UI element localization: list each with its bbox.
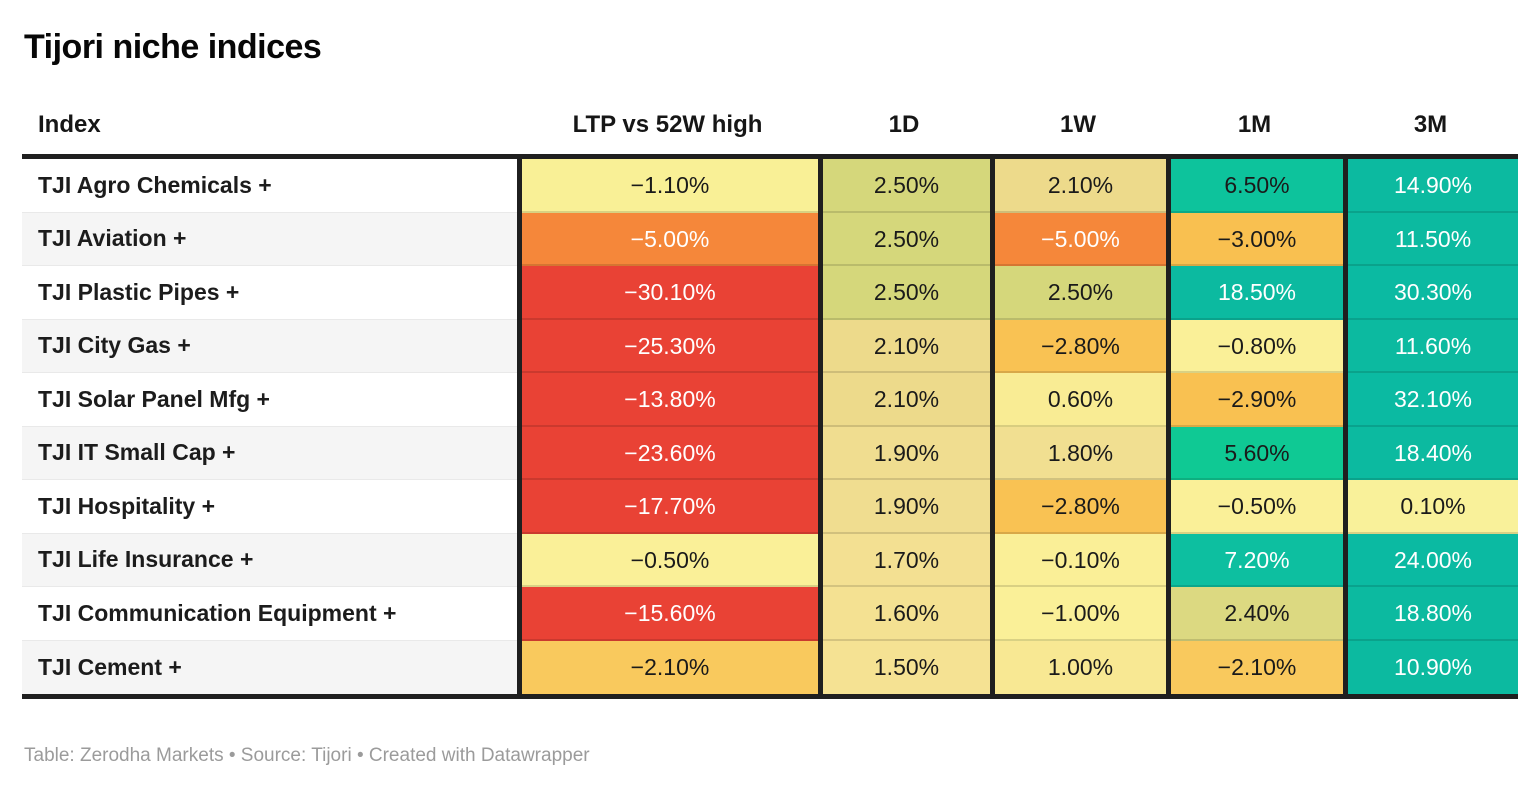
value-cell-3m: 14.90% (1343, 159, 1518, 213)
value-cell-3m: 18.40% (1343, 426, 1518, 480)
value-cell-1w: 0.60% (990, 373, 1166, 427)
value-cell-1m: 6.50% (1166, 159, 1343, 213)
column-header-1d: 1D (888, 111, 920, 138)
value-cell-1w: 1.00% (990, 640, 1166, 694)
value-cell-1m: −2.90% (1166, 373, 1343, 427)
value-cell-ltp: −13.80% (517, 373, 818, 427)
value-cell-1d: 1.50% (818, 640, 990, 694)
value-cell-1d: 2.10% (818, 319, 990, 373)
index-cell[interactable]: TJI Communication Equipment + (22, 587, 517, 641)
value-cell-3m: 30.30% (1343, 266, 1518, 320)
value-cell-ltp: −23.60% (517, 426, 818, 480)
attribution-footer: Table: Zerodha Markets • Source: Tijori … (24, 745, 590, 766)
index-cell[interactable]: TJI Aviation + (22, 212, 517, 266)
value-cell-1d: 2.50% (818, 212, 990, 266)
value-cell-3m: 11.60% (1343, 319, 1518, 373)
value-cell-1w: 2.10% (990, 159, 1166, 213)
datawrapper-table-page: Tijori niche indices Index LTP vs 52W hi… (22, 28, 1518, 766)
index-cell[interactable]: TJI Solar Panel Mfg + (22, 373, 517, 427)
value-cell-1m: −0.80% (1166, 319, 1343, 373)
value-cell-3m: 24.00% (1343, 533, 1518, 587)
value-cell-ltp: −25.30% (517, 319, 818, 373)
value-cell-1m: −2.10% (1166, 640, 1343, 694)
value-cell-3m: 0.10% (1343, 480, 1518, 534)
value-cell-ltp: −17.70% (517, 480, 818, 534)
index-cell[interactable]: TJI IT Small Cap + (22, 426, 517, 480)
value-cell-1m: 18.50% (1166, 266, 1343, 320)
value-cell-ltp: −2.10% (517, 640, 818, 694)
value-cell-1d: 2.10% (818, 373, 990, 427)
value-cell-ltp: −15.60% (517, 587, 818, 641)
value-cell-1m: 2.40% (1166, 587, 1343, 641)
value-cell-ltp: −5.00% (517, 212, 818, 266)
value-cell-1w: −2.80% (990, 480, 1166, 534)
value-cell-1d: 1.90% (818, 480, 990, 534)
table-header-row: Index LTP vs 52W high 1D 1W 1M 3M (22, 111, 1518, 154)
page-title: Tijori niche indices (24, 28, 322, 66)
column-header-3m: 3M (1413, 111, 1448, 138)
value-cell-1w: 2.50% (990, 266, 1166, 320)
value-cell-1m: 5.60% (1166, 426, 1343, 480)
value-cell-1w: −1.00% (990, 587, 1166, 641)
value-cell-1d: 1.90% (818, 426, 990, 480)
value-cell-3m: 32.10% (1343, 373, 1518, 427)
value-cell-1m: 7.20% (1166, 533, 1343, 587)
index-cell[interactable]: TJI Hospitality + (22, 480, 517, 534)
index-cell[interactable]: TJI City Gas + (22, 319, 517, 373)
value-cell-3m: 11.50% (1343, 212, 1518, 266)
column-header-ltp: LTP vs 52W high (572, 111, 763, 138)
index-cell[interactable]: TJI Plastic Pipes + (22, 266, 517, 320)
value-cell-1m: −0.50% (1166, 480, 1343, 534)
table-body: TJI Agro Chemicals + −1.10% 2.50% 2.10% … (22, 154, 1518, 699)
value-cell-1m: −3.00% (1166, 212, 1343, 266)
value-cell-1d: 2.50% (818, 159, 990, 213)
value-cell-ltp: −30.10% (517, 266, 818, 320)
column-header-1w: 1W (1060, 111, 1096, 138)
value-cell-1w: 1.80% (990, 426, 1166, 480)
value-cell-1d: 1.60% (818, 587, 990, 641)
index-cell[interactable]: TJI Cement + (22, 640, 517, 694)
value-cell-1w: −0.10% (990, 533, 1166, 587)
value-cell-3m: 18.80% (1343, 587, 1518, 641)
value-cell-1d: 2.50% (818, 266, 990, 320)
index-cell[interactable]: TJI Agro Chemicals + (22, 159, 517, 213)
value-cell-1w: −5.00% (990, 212, 1166, 266)
column-header-1m: 1M (1237, 111, 1272, 138)
value-cell-1d: 1.70% (818, 533, 990, 587)
column-header-index: Index (38, 111, 101, 138)
value-cell-3m: 10.90% (1343, 640, 1518, 694)
value-cell-1w: −2.80% (990, 319, 1166, 373)
value-cell-ltp: −0.50% (517, 533, 818, 587)
index-cell[interactable]: TJI Life Insurance + (22, 533, 517, 587)
value-cell-ltp: −1.10% (517, 159, 818, 213)
